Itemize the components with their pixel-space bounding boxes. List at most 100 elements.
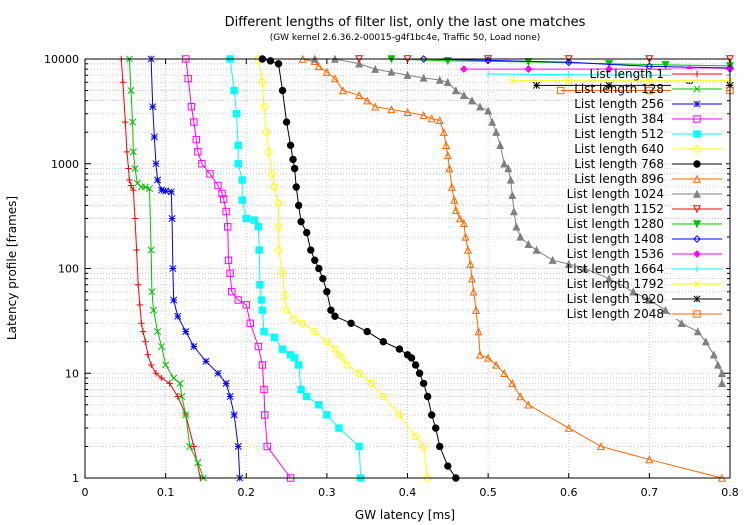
data-point bbox=[331, 312, 339, 320]
data-point bbox=[443, 77, 452, 86]
data-point bbox=[339, 354, 347, 362]
data-point bbox=[713, 360, 722, 369]
data-point bbox=[198, 160, 206, 168]
data-point bbox=[504, 164, 513, 173]
series-group bbox=[118, 54, 735, 482]
data-point bbox=[693, 160, 701, 168]
data-point bbox=[136, 301, 144, 309]
x-tick-label: 0.2 bbox=[238, 486, 256, 499]
data-point bbox=[516, 232, 525, 241]
legend-entry: List length 256 bbox=[574, 97, 726, 111]
data-point bbox=[450, 195, 459, 204]
data-point bbox=[257, 296, 266, 304]
data-point bbox=[492, 360, 501, 369]
data-point bbox=[444, 462, 452, 470]
chart-title: Different lengths of filter list, only t… bbox=[225, 15, 586, 30]
data-point bbox=[411, 361, 420, 369]
data-point bbox=[387, 105, 396, 114]
legend-entry: List length 768 bbox=[574, 157, 726, 171]
data-point bbox=[158, 342, 166, 351]
data-point bbox=[141, 183, 150, 191]
data-point bbox=[290, 164, 299, 173]
data-point bbox=[152, 370, 160, 377]
data-point bbox=[255, 246, 263, 254]
legend-label: List length 256 bbox=[574, 97, 664, 111]
data-point bbox=[232, 110, 241, 118]
data-point bbox=[693, 100, 701, 108]
data-point bbox=[605, 81, 613, 89]
data-point bbox=[167, 188, 175, 196]
data-point bbox=[278, 345, 287, 353]
legend-entry: List length 1536 bbox=[567, 247, 726, 261]
data-point bbox=[435, 75, 444, 84]
data-point bbox=[294, 361, 303, 369]
data-point bbox=[176, 379, 184, 387]
data-point bbox=[154, 176, 162, 184]
data-point bbox=[129, 148, 137, 156]
data-point bbox=[435, 115, 444, 124]
data-point bbox=[322, 67, 331, 76]
data-point bbox=[254, 342, 263, 351]
data-point bbox=[258, 306, 267, 314]
data-point bbox=[170, 296, 178, 304]
data-point bbox=[395, 345, 404, 353]
legend-entry: List length 1 bbox=[590, 67, 726, 81]
data-point bbox=[455, 214, 464, 223]
data-point bbox=[565, 77, 573, 85]
data-point bbox=[281, 291, 289, 300]
data-point bbox=[274, 60, 283, 68]
data-point bbox=[459, 91, 468, 100]
data-point bbox=[427, 114, 436, 123]
data-point bbox=[234, 160, 242, 168]
data-point bbox=[439, 127, 448, 136]
series-3 bbox=[147, 55, 244, 482]
series-line bbox=[185, 58, 291, 479]
legend-label: List length 2048 bbox=[567, 307, 664, 321]
data-point bbox=[323, 288, 331, 296]
data-point bbox=[693, 145, 701, 153]
data-point bbox=[206, 170, 214, 178]
data-point bbox=[331, 345, 339, 353]
data-point bbox=[347, 319, 355, 327]
data-point bbox=[469, 287, 478, 296]
data-point bbox=[403, 107, 412, 116]
data-point bbox=[142, 338, 149, 345]
data-point bbox=[178, 392, 186, 401]
data-point bbox=[130, 186, 137, 194]
data-point bbox=[152, 160, 160, 168]
data-point bbox=[187, 103, 196, 111]
data-point bbox=[290, 315, 299, 323]
data-point bbox=[508, 77, 516, 85]
data-point bbox=[226, 269, 234, 277]
data-point bbox=[150, 133, 158, 141]
data-point bbox=[234, 141, 242, 150]
data-point bbox=[242, 214, 250, 223]
data-point bbox=[467, 274, 477, 283]
data-point bbox=[315, 401, 323, 409]
data-point bbox=[427, 411, 436, 419]
data-point bbox=[693, 295, 701, 303]
y-tick-label: 1 bbox=[72, 472, 79, 485]
data-point bbox=[123, 148, 131, 156]
data-point bbox=[419, 379, 428, 388]
data-point bbox=[282, 306, 291, 314]
data-point bbox=[126, 176, 133, 184]
legend-label: List length 640 bbox=[574, 142, 664, 156]
data-point bbox=[254, 223, 263, 231]
data-point bbox=[292, 183, 300, 191]
data-point bbox=[474, 327, 483, 336]
data-point bbox=[214, 369, 222, 377]
data-point bbox=[445, 164, 454, 173]
y-tick-label: 10000 bbox=[44, 53, 79, 66]
data-point bbox=[371, 64, 380, 73]
data-point bbox=[355, 442, 363, 451]
data-point bbox=[265, 148, 273, 156]
legend-label: List length 128 bbox=[574, 82, 664, 96]
data-point bbox=[238, 176, 246, 184]
data-point bbox=[131, 164, 139, 173]
data-point bbox=[709, 350, 718, 359]
x-tick-label: 0.6 bbox=[560, 486, 578, 499]
legend-entry: List length 1664 bbox=[567, 262, 726, 276]
legend-label: List length 1536 bbox=[567, 247, 664, 261]
